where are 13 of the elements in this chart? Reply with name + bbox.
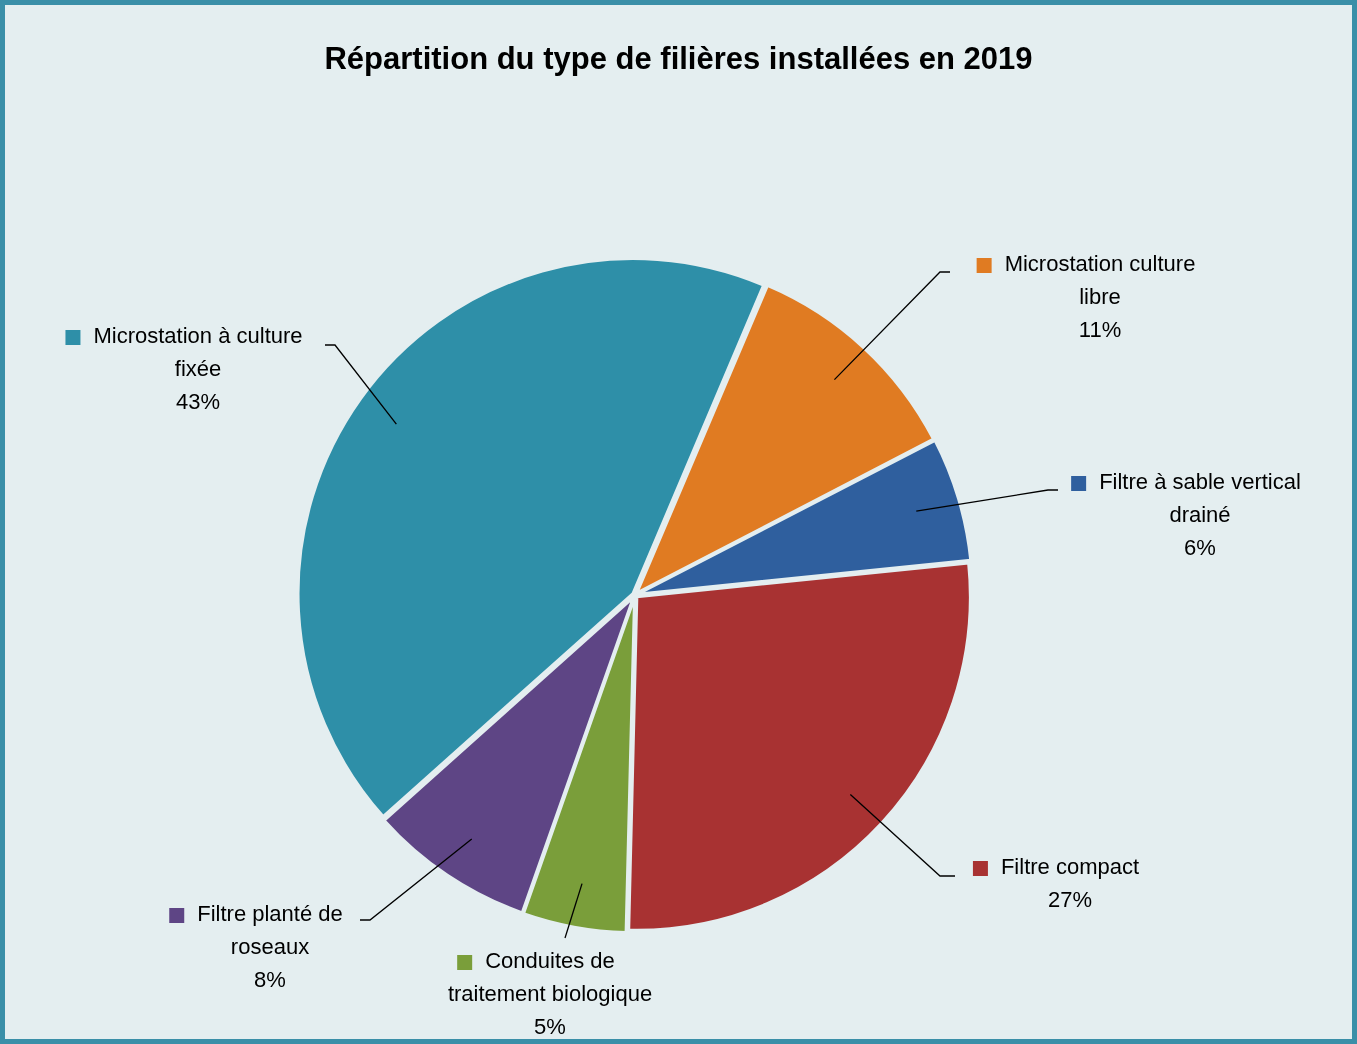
data-label: 11% bbox=[1078, 317, 1122, 343]
chart-title: Répartition du type de filières installées en 2019 bbox=[323, 41, 1034, 77]
data-label: 8% bbox=[254, 967, 286, 993]
data-label: 6% bbox=[1184, 535, 1216, 561]
legend-label: Microstation à culture fixée bbox=[93, 323, 303, 382]
legend-label: Filtre planté de roseaux bbox=[197, 901, 343, 960]
legend-label: Filtre compact bbox=[1000, 854, 1140, 880]
data-label: 27% bbox=[1047, 887, 1093, 913]
legend-label: Conduites de traitement biologique bbox=[447, 948, 653, 1007]
legend-label: Microstation culture libre bbox=[1004, 251, 1196, 310]
data-label: 5% bbox=[534, 1014, 566, 1040]
data-label: 43% bbox=[175, 389, 221, 415]
legend-label: Filtre à sable vertical drainé bbox=[1099, 469, 1301, 528]
